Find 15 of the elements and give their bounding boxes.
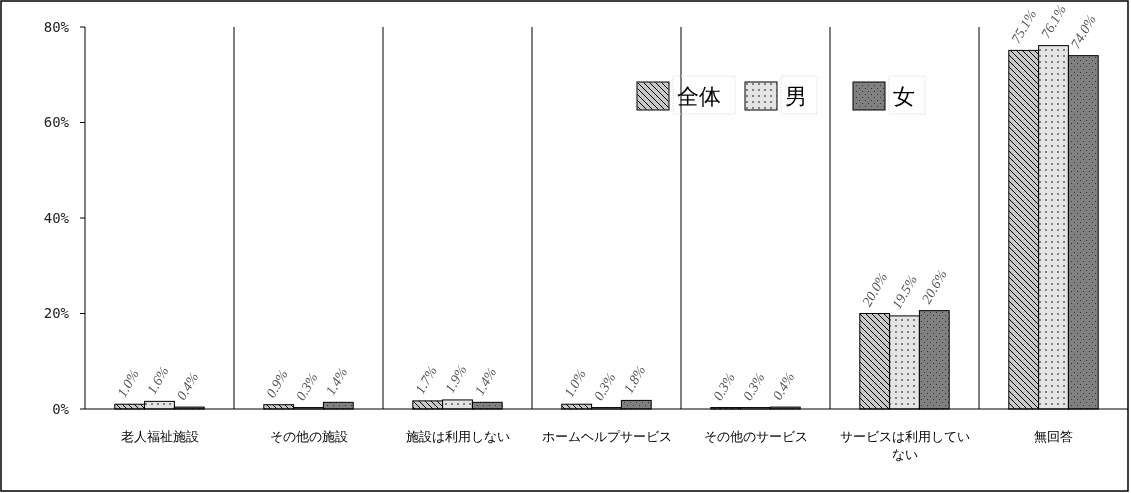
x-tick-label: その他の施設 (269, 429, 348, 444)
y-tick-label: 20% (43, 305, 70, 322)
y-tick-label: 80% (43, 18, 70, 35)
y-tick-label: 40% (43, 209, 70, 226)
y-tick-label: 0% (52, 400, 70, 417)
x-tick-label: サービスは利用していない (839, 429, 970, 462)
x-tick-label: その他のサービス (703, 429, 808, 444)
legend-label: 全体 (677, 83, 721, 109)
legend-label: 女 (893, 83, 915, 109)
x-tick-label: 施設は利用しない (405, 429, 510, 444)
legend-label: 男 (785, 83, 807, 109)
x-tick-label: ホームヘルプサービス (541, 429, 672, 444)
y-tick-label: 60% (43, 114, 70, 131)
x-tick-label: 老人福祉施設 (120, 429, 199, 444)
x-tick-label: 無回答 (1034, 429, 1073, 444)
